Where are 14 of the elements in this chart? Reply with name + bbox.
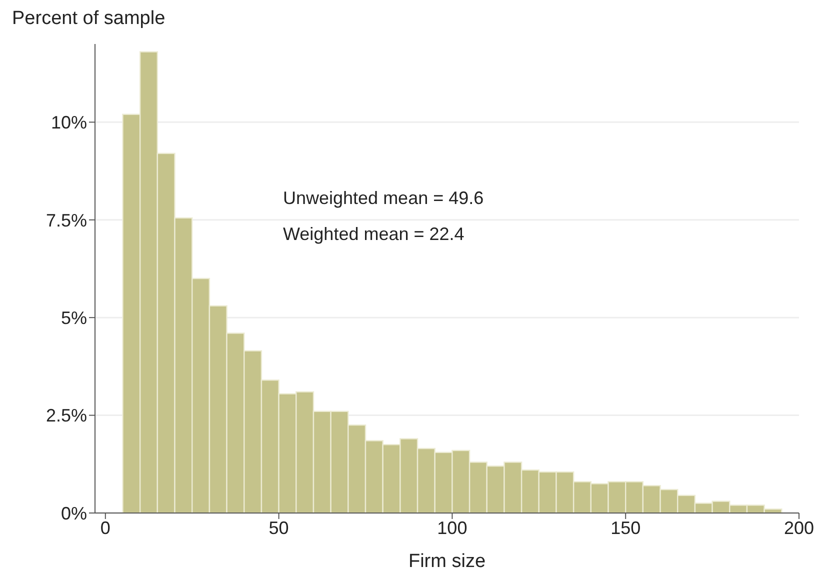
x-tick-label: 100 — [437, 518, 468, 538]
x-tick-label: 0 — [100, 518, 110, 538]
x-tick-label: 200 — [784, 518, 814, 538]
y-tick-label: 5% — [60, 308, 87, 328]
y-axis-title: Percent of sample — [12, 8, 166, 30]
x-tick-label: 50 — [268, 518, 289, 538]
annotation: Unweighted mean = 49.6 — [283, 188, 484, 209]
y-tick-label: 7.5% — [46, 210, 87, 230]
y-tick-label: 0% — [60, 503, 87, 524]
x-tick-label: 150 — [610, 518, 641, 538]
y-tick-label: 10% — [50, 112, 87, 133]
x-axis-title: Firm size — [408, 551, 486, 572]
annotation: Weighted mean = 22.4 — [283, 224, 464, 245]
y-tick-label: 2.5% — [46, 406, 87, 426]
